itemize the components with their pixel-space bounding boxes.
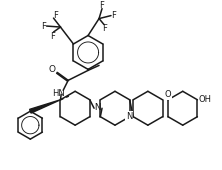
Text: F: F (103, 24, 107, 33)
Text: O: O (49, 65, 56, 74)
Text: F: F (53, 11, 58, 20)
Text: HN: HN (52, 89, 65, 98)
Text: N: N (126, 112, 132, 121)
Text: OH: OH (198, 95, 211, 104)
Text: F: F (111, 11, 116, 20)
Polygon shape (30, 100, 60, 113)
Text: F: F (50, 31, 55, 40)
Text: ·N: ·N (92, 103, 102, 112)
Text: F: F (41, 22, 46, 31)
Text: O: O (165, 90, 171, 99)
Text: F: F (100, 1, 105, 10)
